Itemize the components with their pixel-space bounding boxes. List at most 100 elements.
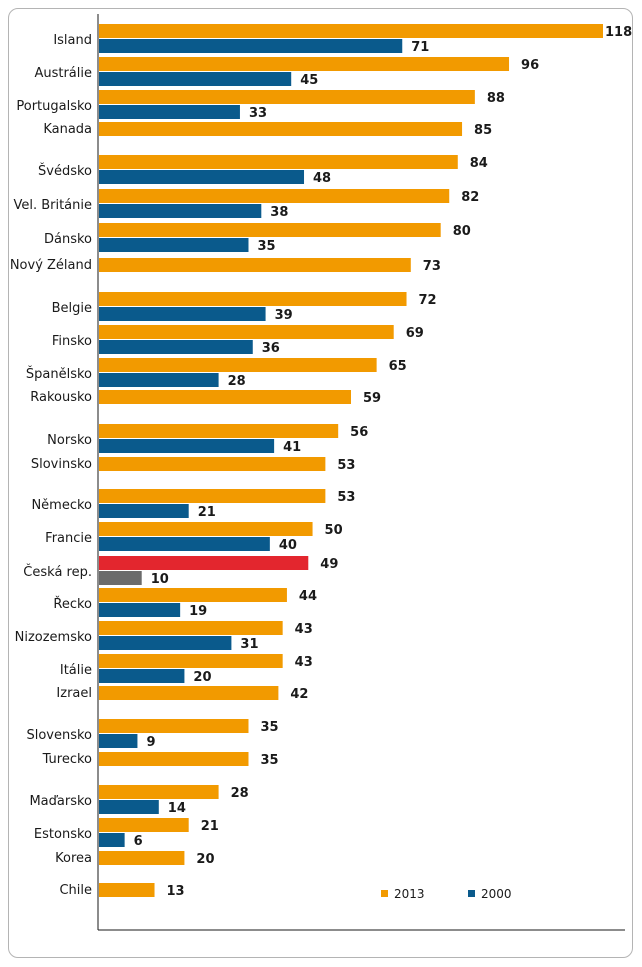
category-label-korea: Korea — [55, 851, 92, 866]
value-label-2013-kanada: 85 — [474, 123, 492, 138]
bar-2000-pan-lsko — [99, 373, 219, 387]
value-label-2000-n-mecko: 21 — [198, 505, 216, 520]
bar-2000-n-mecko — [99, 504, 189, 518]
bar-2000-ma-arsko — [99, 800, 159, 814]
bar-2013-nizozemsko — [99, 621, 283, 635]
category-label-turecko: Turecko — [42, 752, 92, 767]
value-label-2013-v-dsko: 84 — [470, 156, 488, 171]
value-label-2013-izrael: 42 — [290, 687, 308, 702]
legend-label-2000: 2000 — [481, 887, 512, 901]
category-label-esk-rep: Česká rep. — [23, 564, 92, 580]
bar-2000-esk-rep — [99, 571, 142, 585]
value-label-2013-ecko: 44 — [299, 589, 317, 604]
bar-2013-portugalsko — [99, 90, 475, 104]
bar-2000-d-nsko — [99, 238, 249, 252]
bar-2013-estonsko — [99, 818, 189, 832]
value-label-2013-n-mecko: 53 — [337, 490, 355, 505]
value-label-2013-esk-rep: 49 — [320, 557, 338, 572]
category-label-it-lie: Itálie — [60, 663, 92, 678]
category-label-kanada: Kanada — [43, 122, 92, 137]
bar-2013-izrael — [99, 686, 279, 700]
bar-2013-it-lie — [99, 654, 283, 668]
bar-2000-it-lie — [99, 669, 185, 683]
value-label-2000-v-dsko: 48 — [313, 171, 331, 186]
category-label-slovinsko: Slovinsko — [31, 457, 92, 472]
value-label-2013-nizozemsko: 43 — [295, 622, 313, 637]
value-label-2013-turecko: 35 — [260, 753, 278, 768]
bar-2013-pan-lsko — [99, 358, 377, 372]
value-label-2000-vel-brit-nie: 38 — [270, 205, 288, 220]
legend-swatch-2000 — [468, 890, 475, 897]
value-label-2013-slovinsko: 53 — [337, 458, 355, 473]
value-label-2013-d-nsko: 80 — [453, 224, 471, 239]
bar-2013-nov-z-land — [99, 258, 411, 272]
bar-2013-n-mecko — [99, 489, 326, 503]
bar-2000-austr-lie — [99, 72, 292, 86]
category-label-izrael: Izrael — [56, 686, 92, 701]
value-label-2000-pan-lsko: 28 — [228, 374, 246, 389]
value-label-2013-finsko: 69 — [406, 326, 424, 341]
value-label-2013-it-lie: 43 — [295, 655, 313, 670]
value-label-2013-island: 118 — [605, 25, 632, 40]
bar-2000-finsko — [99, 340, 253, 354]
bar-2013-slovensko — [99, 719, 249, 733]
value-label-2013-ma-arsko: 28 — [231, 786, 249, 801]
bar-2000-belgie — [99, 307, 266, 321]
category-label-v-dsko: Švédsko — [38, 163, 92, 179]
value-label-2013-pan-lsko: 65 — [389, 359, 407, 374]
legend-label-2013: 2013 — [394, 887, 425, 901]
bar-2000-portugalsko — [99, 105, 240, 119]
bar-2013-d-nsko — [99, 223, 441, 237]
bar-2013-v-dsko — [99, 155, 458, 169]
bar-2013-island — [99, 24, 603, 38]
bar-2013-esk-rep — [99, 556, 309, 570]
category-label-austr-lie: Austrálie — [34, 66, 92, 81]
value-label-2000-slovensko: 9 — [146, 735, 155, 750]
value-label-2000-ma-arsko: 14 — [168, 801, 186, 816]
value-label-2013-francie: 50 — [325, 523, 343, 538]
value-label-2000-belgie: 39 — [275, 308, 293, 323]
bar-2013-francie — [99, 522, 313, 536]
bar-2000-vel-brit-nie — [99, 204, 262, 218]
bar-2013-vel-brit-nie — [99, 189, 450, 203]
chart-frame — [8, 8, 633, 958]
category-label-slovensko: Slovensko — [26, 728, 92, 743]
value-label-2000-estonsko: 6 — [134, 834, 143, 849]
category-label-chile: Chile — [59, 883, 92, 898]
value-label-2000-francie: 40 — [279, 538, 297, 553]
value-label-2000-austr-lie: 45 — [300, 73, 318, 88]
value-label-2013-portugalsko: 88 — [487, 91, 505, 106]
category-label-norsko: Norsko — [47, 433, 92, 448]
category-label-d-nsko: Dánsko — [44, 232, 92, 247]
legend-swatch-2013 — [381, 890, 388, 897]
value-label-2000-it-lie: 20 — [193, 670, 211, 685]
bar-2013-austr-lie — [99, 57, 510, 71]
category-label-ecko: Řecko — [53, 596, 92, 612]
bar-2013-kanada — [99, 122, 463, 136]
value-label-2013-norsko: 56 — [350, 425, 368, 440]
category-label-estonsko: Estonsko — [34, 827, 92, 842]
value-label-2000-island: 71 — [411, 40, 429, 55]
bar-2013-ma-arsko — [99, 785, 219, 799]
category-label-n-mecko: Německo — [31, 498, 92, 513]
value-label-2013-chile: 13 — [167, 884, 185, 899]
value-label-2013-belgie: 72 — [419, 293, 437, 308]
category-label-ma-arsko: Maďarsko — [29, 794, 92, 809]
value-label-2013-slovensko: 35 — [260, 720, 278, 735]
bar-2000-norsko — [99, 439, 275, 453]
category-label-nov-z-land: Nový Zéland — [10, 258, 92, 273]
bar-2013-norsko — [99, 424, 339, 438]
bar-2000-slovensko — [99, 734, 138, 748]
value-label-2000-ecko: 19 — [189, 604, 207, 619]
bar-2000-v-dsko — [99, 170, 305, 184]
category-label-finsko: Finsko — [52, 334, 92, 349]
bar-2013-chile — [99, 883, 155, 897]
value-label-2000-portugalsko: 33 — [249, 106, 267, 121]
value-label-2000-norsko: 41 — [283, 440, 301, 455]
legend: 2013 2000 — [381, 887, 512, 901]
value-label-2000-d-nsko: 35 — [257, 239, 275, 254]
bar-2013-rakousko — [99, 390, 351, 404]
value-label-2013-estonsko: 21 — [201, 819, 219, 834]
category-label-island: Island — [53, 33, 92, 48]
